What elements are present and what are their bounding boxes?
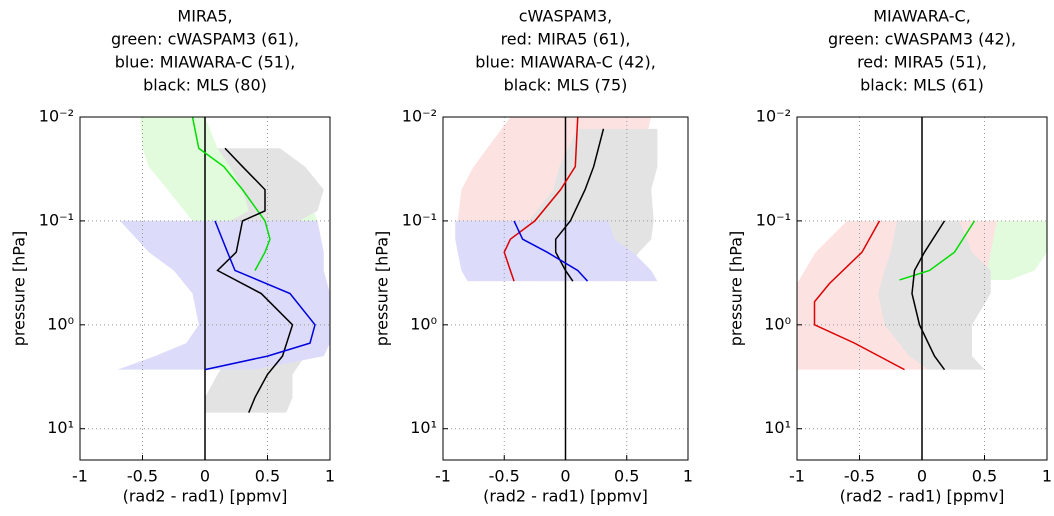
- x-tick-label: 0: [917, 467, 927, 486]
- chart-title: blue: MIAWARA-C (42),: [475, 53, 656, 72]
- y-tick-label: 10⁰: [410, 314, 437, 333]
- chart-title: green: cWASPAM3 (61),: [111, 30, 299, 49]
- chart-title: black: MLS (80): [143, 76, 267, 95]
- y-tick-label: 10⁻²: [402, 107, 437, 126]
- x-axis-label: (rad2 - rad1) [ppmv]: [840, 487, 1005, 506]
- x-tick-label: 0.5: [614, 467, 639, 486]
- x-tick-label: -0.5: [127, 467, 158, 486]
- y-axis-label: pressure [hPa]: [373, 231, 392, 347]
- y-tick-label: 10⁻¹: [402, 210, 437, 229]
- x-tick-label: 1: [1042, 467, 1052, 486]
- x-tick-label: -0.5: [844, 467, 875, 486]
- chart-title: cWASPAM3,: [519, 7, 612, 26]
- x-tick-label: 0.5: [255, 467, 280, 486]
- y-tick-label: 10⁰: [764, 314, 791, 333]
- profile-line: [911, 220, 946, 371]
- profile-line: [554, 128, 605, 282]
- x-axis-label: (rad2 - rad1) [ppmv]: [483, 487, 648, 506]
- chart-title: red: MIRA5 (51),: [857, 53, 987, 72]
- y-tick-label: 10⁰: [47, 314, 74, 333]
- x-tick-label: -1: [435, 467, 451, 486]
- y-tick-label: 10⁻²: [756, 107, 791, 126]
- y-tick-label: 10¹: [764, 418, 791, 437]
- profile-line: [813, 220, 905, 371]
- x-tick-label: 0: [200, 467, 210, 486]
- profile-line: [216, 147, 294, 413]
- x-tick-label: -1: [72, 467, 88, 486]
- profile-line: [204, 220, 316, 371]
- chart-title: green: cWASPAM3 (42),: [828, 30, 1016, 49]
- x-tick-label: 0: [560, 467, 570, 486]
- chart-title: MIRA5,: [177, 7, 232, 26]
- chart-title: MIAWARA-C,: [873, 7, 971, 26]
- spread-band: [878, 220, 991, 370]
- y-axis-label: pressure [hPa]: [10, 231, 29, 347]
- chart-title: red: MIRA5 (61),: [501, 30, 631, 49]
- profile-line: [191, 116, 271, 271]
- profile-line: [513, 220, 589, 282]
- y-tick-label: 10⁻¹: [756, 210, 791, 229]
- y-tick-label: 10⁻²: [39, 107, 74, 126]
- y-axis-label: pressure [hPa]: [727, 231, 746, 347]
- x-tick-label: -0.5: [489, 467, 520, 486]
- y-tick-label: 10¹: [47, 418, 74, 437]
- x-axis-label: (rad2 - rad1) [ppmv]: [123, 487, 288, 506]
- y-tick-label: 10⁻¹: [39, 210, 74, 229]
- x-tick-label: 0.5: [972, 467, 997, 486]
- x-tick-label: -1: [789, 467, 805, 486]
- chart-title: black: MLS (75): [504, 76, 628, 95]
- y-tick-label: 10¹: [410, 418, 437, 437]
- profile-line: [503, 116, 579, 282]
- chart-title: black: MLS (61): [860, 76, 984, 95]
- spread-band: [117, 220, 330, 370]
- x-tick-label: 1: [325, 467, 335, 486]
- x-tick-label: 1: [683, 467, 693, 486]
- chart-title: blue: MIAWARA-C (51),: [115, 53, 296, 72]
